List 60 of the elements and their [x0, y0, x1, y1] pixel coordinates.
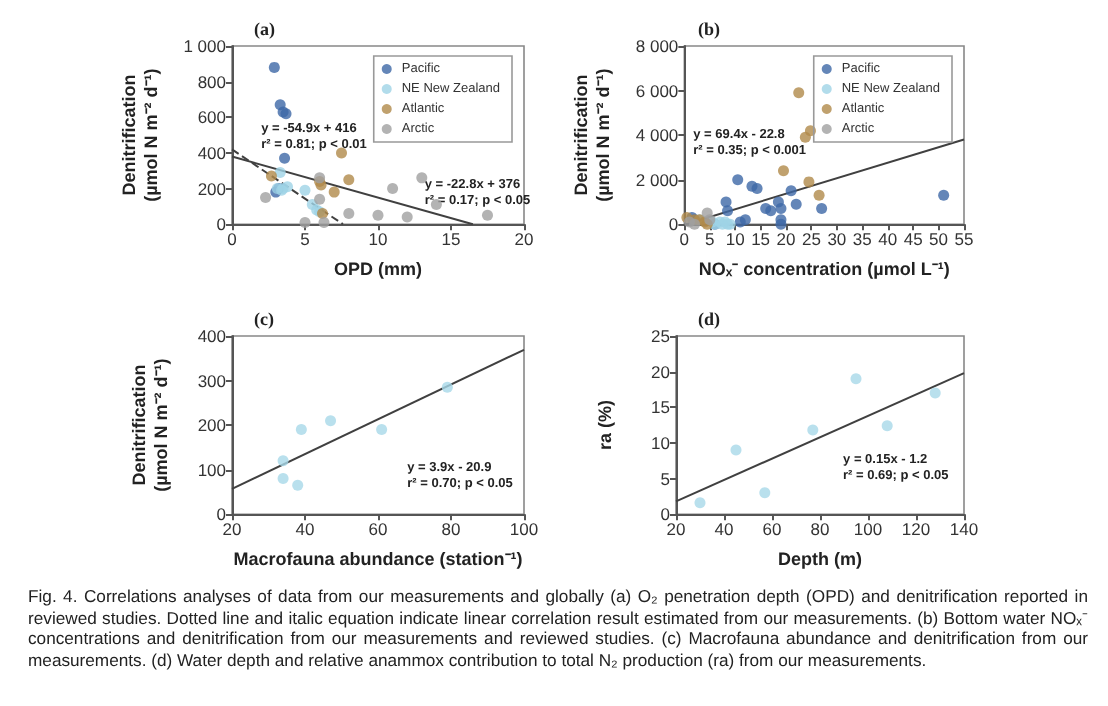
y-tick-label: 25 — [651, 326, 671, 346]
x-axis-title: Depth (m) — [778, 549, 862, 569]
x-tick-label: 80 — [441, 519, 461, 540]
x-tick-label: 100 — [509, 519, 539, 540]
x-axis-title: Macrofauna abundance (station⁻¹) — [233, 549, 523, 569]
y-axis-title: Denitrification (µmol N m⁻² d⁻¹) — [118, 68, 161, 202]
x-tick-label: 10 — [725, 229, 746, 250]
chart-title: (a) — [254, 19, 275, 39]
x-tick-label: 140 — [949, 519, 979, 540]
x-tick-label: 15 — [441, 229, 461, 250]
x-tick-label: 50 — [929, 229, 949, 250]
y-tick-label: 0 — [216, 504, 227, 525]
y-tick-label: 400 — [197, 326, 227, 346]
y-tick-label: 200 — [197, 178, 227, 199]
chart-title: (c) — [254, 309, 274, 329]
y-tick-label: 600 — [197, 107, 227, 128]
y-tick-label: 100 — [197, 459, 227, 480]
y-tick-label: 0 — [660, 504, 671, 525]
y-tick-label: 20 — [651, 361, 671, 382]
x-tick-label: 15 — [751, 229, 771, 250]
y-tick-label: 15 — [651, 397, 671, 418]
x-tick-label: 20 — [776, 229, 797, 250]
y-tick-label: 5 — [660, 468, 671, 489]
x-tick-label: 80 — [810, 519, 830, 540]
y-tick-label: 300 — [197, 370, 227, 391]
y-tick-label: 0 — [668, 214, 679, 235]
x-tick-label: 30 — [827, 229, 847, 250]
caption: Fig. 4. Correlations analyses of data from our measurements and globally (a) O₂ penetration depth (OPD) and denitrification reported in reviewed studies. Dotted line and italic equation indicate linear correlation result estimated from our measurements. (b) Bottom water NOₓ⁻ concentrations and denitrification from our measurements and reviewed studies. (c) Macrofauna abundance and denitrification from our measurements. (d) Water depth and relative anammox contribution to total N₂ production (ra) from our measurements. — [28, 586, 1088, 670]
x-tick-label: 40 — [295, 519, 315, 540]
y-tick-label: 10 — [651, 432, 671, 453]
y-axis-title: ra (%) — [595, 400, 615, 451]
x-tick-label: 5 — [705, 229, 716, 250]
y-tick-label: 4 000 — [635, 125, 679, 146]
y-tick-label: 6 000 — [635, 80, 679, 101]
x-axis-title: NOₓ⁻ concentration (µmol L⁻¹) — [698, 259, 950, 279]
x-tick-label: 45 — [903, 229, 924, 250]
x-tick-label: 35 — [852, 229, 873, 250]
x-axis-title: OPD (mm) — [333, 259, 423, 279]
y-tick-label: 800 — [197, 71, 227, 92]
x-tick-label: 60 — [762, 519, 782, 540]
y-tick-label: 2 000 — [635, 169, 679, 190]
x-tick-label: 20 — [514, 229, 534, 250]
x-tick-label: 55 — [954, 229, 974, 250]
y-tick-label: 200 — [197, 415, 227, 436]
y-tick-label: 400 — [197, 142, 227, 163]
x-tick-label: 5 — [300, 229, 311, 250]
y-axis-title: Denitrification (µmol N m⁻² d⁻¹) — [571, 68, 613, 202]
y-tick-label: 0 — [216, 214, 227, 235]
x-tick-label: 10 — [368, 229, 388, 250]
chart-title: (d) — [698, 309, 720, 329]
y-tick-label: 8 000 — [635, 36, 679, 56]
x-tick-label: 120 — [901, 519, 931, 540]
x-tick-label: 25 — [801, 229, 822, 250]
chart-title: (b) — [698, 19, 720, 39]
x-tick-label: 100 — [853, 519, 883, 540]
x-tick-label: 40 — [878, 229, 898, 250]
x-tick-label: 60 — [368, 519, 388, 540]
y-tick-label: 1 000 — [183, 36, 227, 56]
x-tick-label: 40 — [714, 519, 734, 540]
y-axis-title: Denitrification (µmol N m⁻² d⁻¹) — [129, 358, 171, 492]
